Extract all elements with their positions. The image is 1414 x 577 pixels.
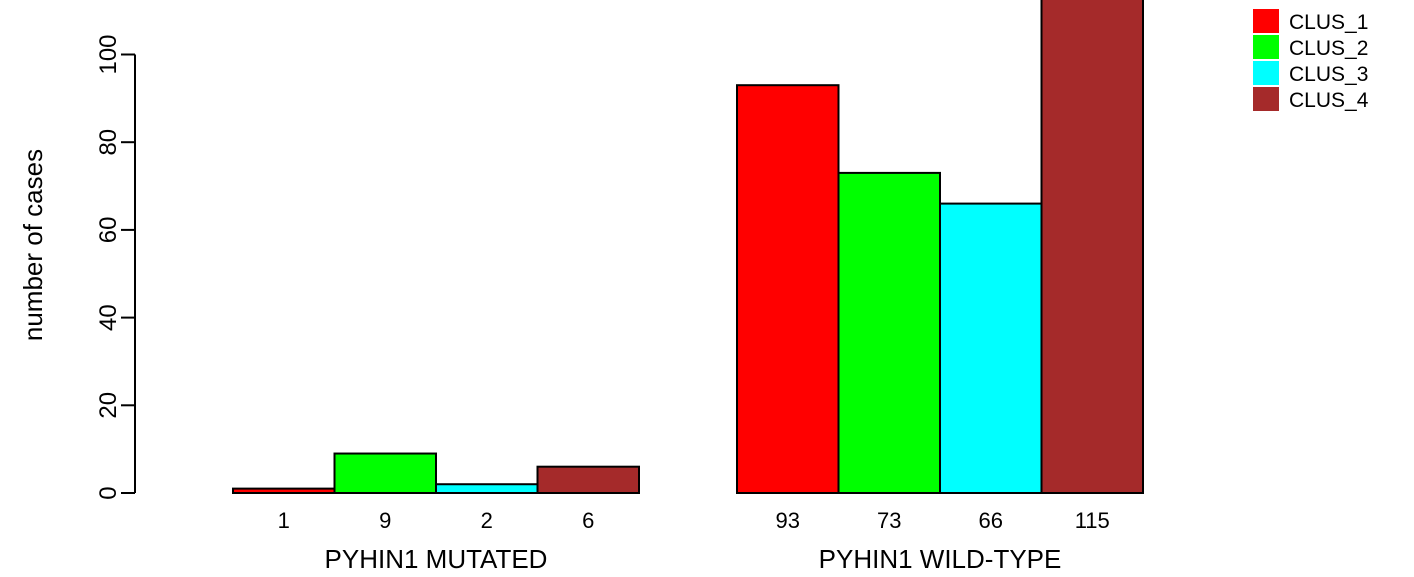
bar-mutated-clus-1 [232, 487, 336, 494]
bar-value-label: 6 [582, 508, 594, 533]
bar-wild-type-clus-2 [837, 171, 941, 495]
bar-value-label: 1 [278, 508, 290, 533]
y-tick-label: 0 [95, 486, 122, 499]
bar-value-label: 9 [379, 508, 391, 533]
y-tick-label: 60 [95, 217, 122, 244]
bar-value-label: 115 [1075, 508, 1110, 533]
bar-wild-type-clus-1 [736, 84, 840, 494]
legend: CLUS_1 CLUS_2 CLUS_3 CLUS_4 [1253, 9, 1369, 112]
bars [232, 0, 1144, 495]
bar-mutated-clus-2 [333, 452, 437, 495]
group-label-mutated: PYHIN1 MUTATED [325, 544, 548, 574]
legend-label: CLUS_3 [1289, 63, 1368, 86]
y-tick-label: 100 [95, 34, 122, 74]
y-axis-title: number of cases [18, 149, 48, 341]
legend-swatch-clus-1 [1253, 9, 1279, 33]
y-tick-label: 40 [95, 304, 122, 331]
bar-value-label: 73 [877, 508, 901, 533]
y-tick-label: 80 [95, 129, 122, 156]
group-label-wild-type: PYHIN1 WILD-TYPE [819, 544, 1062, 574]
legend-label: CLUS_2 [1289, 37, 1368, 60]
y-axis: 0 20 40 60 80 100 [95, 34, 136, 500]
bar-value-label: 2 [481, 508, 493, 533]
legend-swatch-clus-2 [1253, 35, 1279, 59]
legend-label: CLUS_1 [1289, 11, 1368, 34]
legend-swatch-clus-3 [1253, 61, 1279, 85]
bar-mutated-clus-4 [536, 465, 640, 495]
bar-value-label: 66 [979, 508, 1003, 533]
y-tick-label: 20 [95, 392, 122, 419]
legend-swatch-clus-4 [1253, 87, 1279, 111]
bar-value-labels: 1 9 2 6 93 73 66 115 [278, 508, 1110, 533]
bar-wild-type-clus-3 [939, 202, 1043, 494]
bar-wild-type-clus-4 [1040, 0, 1144, 494]
group-labels: PYHIN1 MUTATED PYHIN1 WILD-TYPE [325, 544, 1062, 574]
legend-label: CLUS_4 [1289, 89, 1369, 112]
bar-value-label: 93 [776, 508, 800, 533]
bar-mutated-clus-3 [435, 483, 539, 495]
